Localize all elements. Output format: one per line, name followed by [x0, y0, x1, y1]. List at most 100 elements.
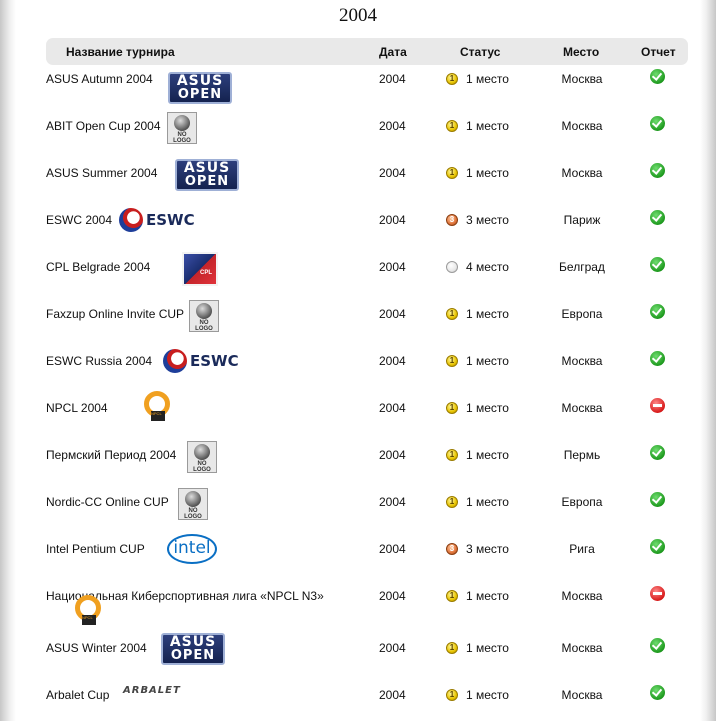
status-cell: 1 1 место	[446, 72, 509, 86]
tournament-date: 2004	[379, 307, 406, 321]
gold-medal-icon: 1	[446, 73, 458, 85]
tournament-name-link[interactable]: Национальная Киберспортивная лига «NPCL …	[46, 589, 324, 603]
tournament-name-link[interactable]: Intel Pentium CUP	[46, 542, 145, 556]
logo-text: CPL	[182, 252, 218, 286]
status-cell: 1 1 место	[446, 688, 509, 702]
report-available-check-icon[interactable]	[650, 69, 665, 84]
gold-medal-icon: 1	[446, 496, 458, 508]
status-cell: 1 1 место	[446, 166, 509, 180]
tournament-date: 2004	[379, 401, 406, 415]
tournament-name-link[interactable]: ASUS Summer 2004	[46, 166, 158, 180]
logo-text: NO LOGO	[195, 320, 213, 332]
tournament-name-link[interactable]: Faxzup Online Invite CUP	[46, 307, 185, 321]
tournament-name-link[interactable]: CPL Belgrade 2004	[46, 260, 151, 274]
tournament-place: Москва	[561, 641, 603, 655]
asus-open-logo: ASUS OPEN	[161, 633, 225, 665]
status-text: 1 место	[466, 589, 509, 603]
gold-medal-icon: 1	[446, 355, 458, 367]
gold-medal-icon: 1	[446, 402, 458, 414]
tournament-name-link[interactable]: ASUS Autumn 2004	[46, 72, 153, 86]
status-cell: 1 1 место	[446, 495, 509, 509]
no-logo-logo: NO LOGO	[167, 112, 197, 144]
logo-text: OPEN	[177, 87, 223, 102]
medal-number: 1	[449, 643, 455, 652]
tournament-date: 2004	[379, 495, 406, 509]
tournament-name-link[interactable]: ASUS Winter 2004	[46, 641, 147, 655]
eswc-emblem-icon	[163, 349, 187, 373]
status-text: 1 место	[466, 166, 509, 180]
tournament-place: Европа	[561, 307, 603, 321]
medal-number: 1	[449, 74, 455, 83]
right-page-shadow	[700, 0, 716, 721]
tournament-place: Москва	[561, 688, 603, 702]
column-header-status: Статус	[460, 45, 501, 59]
logo-text: ESWC	[146, 211, 195, 229]
eswc-logo: ESWC	[163, 348, 239, 374]
report-available-check-icon[interactable]	[650, 492, 665, 507]
asus-open-logo: ASUS OPEN	[175, 159, 239, 191]
column-header-place: Место	[563, 45, 600, 59]
logo-text: NO LOGO	[173, 132, 191, 144]
gold-medal-icon: 1	[446, 120, 458, 132]
status-text: 3 место	[466, 542, 509, 556]
status-text: 1 место	[466, 354, 509, 368]
medal-number: 1	[449, 403, 455, 412]
report-available-check-icon[interactable]	[650, 163, 665, 178]
report-available-check-icon[interactable]	[650, 257, 665, 272]
logo-text: ASUS	[176, 73, 224, 89]
gold-medal-icon: 1	[446, 642, 458, 654]
column-header-report: Отчет	[641, 45, 676, 59]
tournament-place: Москва	[561, 401, 603, 415]
tournament-place: Москва	[561, 119, 603, 133]
report-available-check-icon[interactable]	[650, 685, 665, 700]
logo-text: OPEN	[170, 648, 216, 663]
tournament-name-link[interactable]: ESWC 2004	[46, 213, 113, 227]
tournament-place: Москва	[561, 589, 603, 603]
column-header-date: Дата	[379, 45, 407, 59]
report-unavailable-icon	[650, 398, 665, 413]
gold-medal-icon: 1	[446, 689, 458, 701]
tournament-date: 2004	[379, 354, 406, 368]
tournament-place: Пермь	[563, 448, 601, 462]
status-text: 1 место	[466, 72, 509, 86]
tournament-place: Москва	[561, 72, 603, 86]
eswc-logo: ESWC	[119, 207, 195, 233]
medal-number: 1	[449, 309, 455, 318]
tournament-name-link[interactable]: NPCL 2004	[46, 401, 108, 415]
status-text: 1 место	[466, 401, 509, 415]
report-available-check-icon[interactable]	[650, 351, 665, 366]
tournament-name-link[interactable]: Nordic-CC Online CUP	[46, 495, 169, 509]
report-available-check-icon[interactable]	[650, 539, 665, 554]
tournament-name-link[interactable]: Пермский Период 2004	[46, 448, 177, 462]
report-available-check-icon[interactable]	[650, 210, 665, 225]
status-cell: 3 3 место	[446, 213, 509, 227]
tournament-name-link[interactable]: Arbalet Cup	[46, 688, 110, 702]
gold-medal-icon: 1	[446, 167, 458, 179]
white-medal-icon	[446, 261, 458, 273]
logo-text: ASUS	[183, 160, 231, 176]
no-logo-logo: NO LOGO	[189, 300, 219, 332]
table-header: Название турнира Дата Статус Место Отчет	[46, 38, 688, 65]
status-cell: 1 1 место	[446, 448, 509, 462]
report-available-check-icon[interactable]	[650, 445, 665, 460]
tournament-place: Рига	[569, 542, 595, 556]
medal-number: 1	[449, 591, 455, 600]
status-cell: 1 1 место	[446, 401, 509, 415]
logo-text: NO LOGO	[193, 461, 211, 473]
tournament-name-link[interactable]: ABIT Open Cup 2004	[46, 119, 161, 133]
tournament-name-link[interactable]: ESWC Russia 2004	[46, 354, 153, 368]
logo-text: ESWC	[190, 352, 239, 370]
tournament-date: 2004	[379, 213, 406, 227]
tournament-date: 2004	[379, 72, 406, 86]
tournament-date: 2004	[379, 260, 406, 274]
gold-medal-icon: 1	[446, 449, 458, 461]
column-header-name: Название турнира	[66, 45, 175, 59]
logo-text: ARBALET	[123, 685, 181, 696]
status-text: 3 место	[466, 213, 509, 227]
cpl-logo: CPL	[182, 252, 218, 286]
report-available-check-icon[interactable]	[650, 304, 665, 319]
report-available-check-icon[interactable]	[650, 638, 665, 653]
report-available-check-icon[interactable]	[650, 116, 665, 131]
logo-text: ASUS	[169, 634, 217, 650]
globe-icon	[194, 444, 210, 460]
